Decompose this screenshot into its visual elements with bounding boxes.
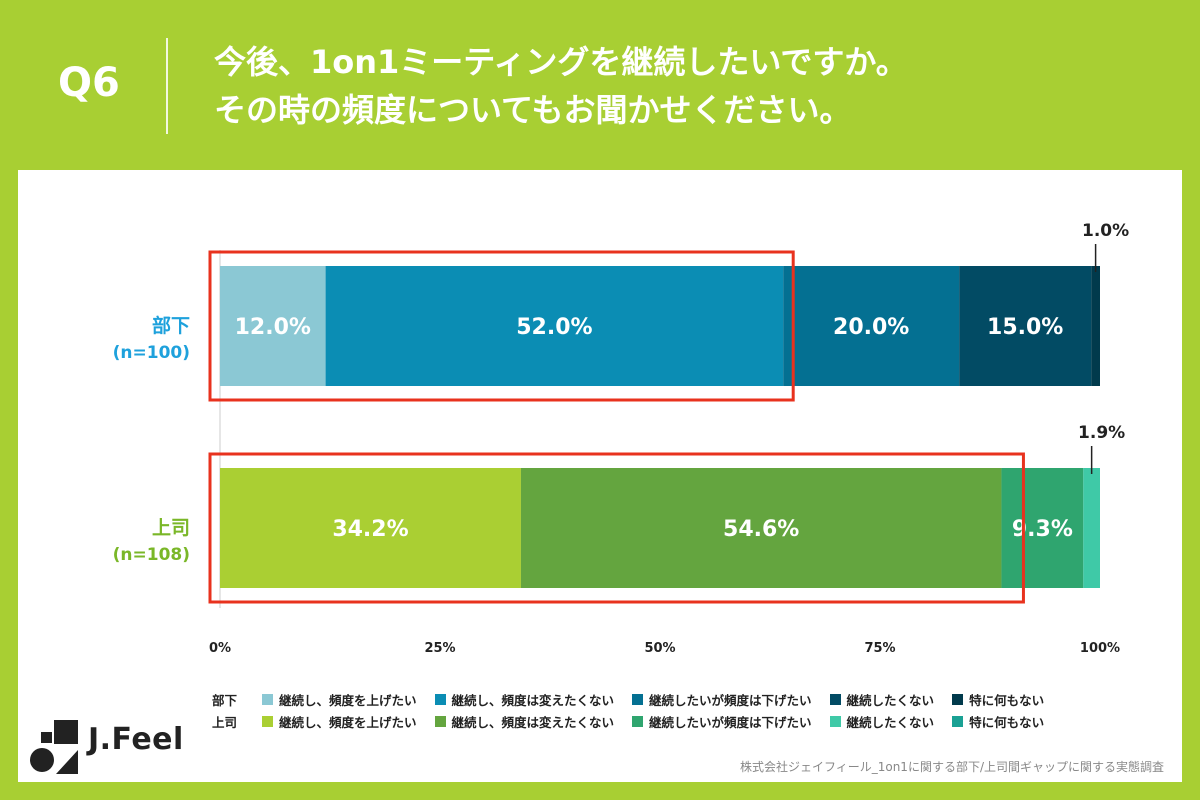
legend-item: 継続したくない <box>829 690 935 709</box>
bar-segment <box>220 468 521 588</box>
bar-segment <box>783 266 960 386</box>
legend-swatch <box>262 693 273 705</box>
data-label: 9.3% <box>1012 517 1073 542</box>
legend-label: 特に何もない <box>969 692 1045 708</box>
legend-swatch <box>952 715 964 727</box>
x-tick-label: 50% <box>644 641 675 656</box>
logo-text: J.Feel <box>88 722 184 757</box>
data-label: 52.0% <box>516 315 592 340</box>
data-label: 34.2% <box>332 517 408 542</box>
bar-segment <box>325 266 784 386</box>
legend-group-label: 部下 <box>212 692 238 708</box>
header: Q6 今後、1on1ミーティングを継続したいですか。 その時の頻度についてもお聞… <box>0 0 1200 170</box>
legend-item: 特に何もない <box>952 712 1044 731</box>
data-label: 54.6% <box>723 517 799 542</box>
legend: 部下 継続し、頻度を上げたい 継続し、頻度は変えたくない 継続したいが頻度は下げ… <box>212 688 1062 732</box>
logo-circle-icon <box>30 748 54 772</box>
bar-segment <box>1083 468 1100 588</box>
legend-swatch <box>434 715 446 727</box>
legend-item: 継続したいが頻度は下げたい <box>632 690 812 709</box>
legend-swatch <box>952 693 964 705</box>
jfeel-logo-mark <box>30 720 78 774</box>
legend-label: 継続し、頻度は変えたくない <box>451 692 615 708</box>
legend-row-subordinate: 部下 継続し、頻度を上げたい 継続し、頻度は変えたくない 継続したいが頻度は下げ… <box>212 688 1062 710</box>
legend-item: 継続し、頻度を上げたい <box>262 690 417 709</box>
data-label: 12.0% <box>235 315 311 340</box>
legend-label: 特に何もない <box>969 714 1045 730</box>
category-n-label: (n=108) <box>113 545 190 565</box>
legend-label: 継続し、頻度を上げたい <box>279 714 417 730</box>
legend-swatch <box>829 715 841 727</box>
logo-small-square-icon <box>41 732 52 743</box>
logo-square-icon <box>54 720 78 744</box>
bar-segment <box>220 266 326 386</box>
data-label: 1.0% <box>1082 221 1129 241</box>
legend-row-manager: 上司 継続し、頻度を上げたい 継続し、頻度は変えたくない 継続したいが頻度は下げ… <box>212 710 1062 732</box>
legend-swatch <box>632 715 644 727</box>
x-tick-label: 25% <box>424 641 455 656</box>
legend-label: 継続したいが頻度は下げたい <box>649 692 812 708</box>
category-label: 部下 <box>152 314 190 337</box>
legend-item: 継続し、頻度は変えたくない <box>434 712 615 731</box>
legend-label: 継続したくない <box>846 714 935 730</box>
source-note: 株式会社ジェイフィール_1on1に関する部下/上司間ギャップに関する実態調査 <box>739 760 1164 774</box>
category-n-label: (n=100) <box>113 343 190 363</box>
data-label: 20.0% <box>833 315 909 340</box>
legend-swatch <box>434 693 446 705</box>
legend-group-label: 上司 <box>212 714 238 730</box>
highlight-box <box>208 452 1025 604</box>
legend-item: 継続したくない <box>829 712 935 731</box>
question-title-line2: その時の頻度についてもお聞かせください。 <box>214 91 852 129</box>
category-label: 上司 <box>152 517 190 539</box>
question-label: Q6 <box>58 60 120 106</box>
bar-segment <box>1091 266 1100 386</box>
data-label: 1.9% <box>1078 423 1125 443</box>
legend-label: 継続したいが頻度は下げたい <box>649 714 812 730</box>
highlight-box <box>208 250 795 402</box>
bar-segment <box>1001 468 1084 588</box>
data-label: 15.0% <box>987 315 1063 340</box>
legend-swatch <box>829 693 841 705</box>
question-title-line1: 今後、1on1ミーティングを継続したいですか。 <box>214 43 908 81</box>
legend-swatch <box>262 715 273 727</box>
bar-segment <box>959 266 1092 386</box>
legend-item: 継続し、頻度は変えたくない <box>434 690 615 709</box>
legend-item: 継続したいが頻度は下げたい <box>632 712 812 731</box>
bar-segment <box>520 468 1002 588</box>
x-tick-label: 100% <box>1080 641 1120 656</box>
legend-item: 継続し、頻度を上げたい <box>262 712 417 731</box>
x-tick-label: 0% <box>209 641 231 656</box>
legend-label: 継続し、頻度を上げたい <box>279 692 417 708</box>
x-tick-label: 75% <box>864 641 895 656</box>
legend-swatch <box>632 693 644 705</box>
header-divider <box>166 38 168 134</box>
question-title: 今後、1on1ミーティングを継続したいですか。 その時の頻度についてもお聞かせく… <box>214 38 908 134</box>
legend-label: 継続し、頻度は変えたくない <box>451 714 615 730</box>
legend-item: 特に何もない <box>952 690 1044 709</box>
legend-label: 継続したくない <box>846 692 935 708</box>
logo-triangle-icon <box>56 750 78 774</box>
